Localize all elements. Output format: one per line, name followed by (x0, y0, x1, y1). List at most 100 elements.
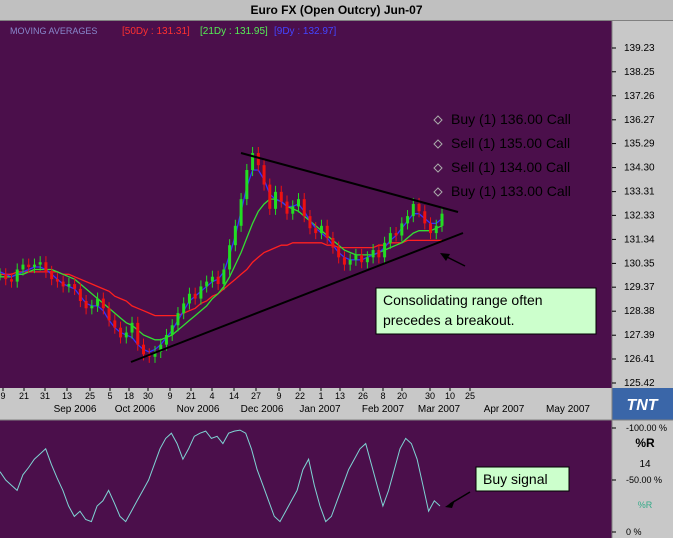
price-bar (210, 276, 214, 282)
price-tick-label: 137.26 (624, 91, 655, 102)
price-tick-label: 130.35 (624, 258, 655, 269)
price-bar (44, 262, 48, 272)
order-label: Sell (1) 134.00 Call (451, 159, 570, 175)
order-marker-icon (433, 163, 443, 173)
date-tick-label: 20 (397, 391, 407, 401)
price-tick-label: 138.25 (624, 67, 655, 78)
price-bar (285, 201, 289, 214)
price-bar (394, 233, 398, 236)
price-bar (279, 191, 283, 202)
date-tick-label: 13 (335, 391, 345, 401)
date-month-label: May 2007 (546, 404, 590, 415)
osc-axis: -100.00 % -50.00 % 0 % %R 14 %R (612, 423, 667, 537)
date-tick-label: 25 (85, 391, 95, 401)
price-bar (55, 279, 59, 282)
price-bar (0, 274, 2, 276)
price-bar (164, 334, 168, 345)
ma21-line (0, 198, 443, 341)
price-bar (32, 264, 36, 268)
price-bar (302, 199, 306, 217)
date-tick-label: 26 (358, 391, 368, 401)
price-bar (296, 199, 300, 207)
ma21-series (0, 198, 443, 341)
price-bar (325, 225, 329, 238)
price-bar (337, 247, 341, 258)
date-tick-label: 9 (0, 391, 5, 401)
price-bar (101, 298, 105, 309)
date-tick-label: 9 (167, 391, 172, 401)
price-bar (84, 301, 88, 309)
price-bar (27, 264, 31, 268)
price-bar (216, 276, 220, 285)
price-bar (124, 332, 128, 338)
price-bar (371, 250, 375, 258)
date-axis-panel (0, 388, 612, 420)
date-tick-label: 31 (40, 391, 50, 401)
date-tick-label: 21 (19, 391, 29, 401)
buy-signal-label: Buy signal (483, 471, 548, 487)
price-tick-label: 127.39 (624, 330, 655, 341)
order-label: Buy (1) 133.00 Call (451, 183, 571, 199)
price-bar (377, 250, 381, 258)
price-bar (423, 211, 427, 224)
date-tick-label: 21 (186, 391, 196, 401)
price-bar (9, 279, 13, 282)
ma50-line (0, 239, 442, 317)
price-bar (331, 237, 335, 248)
order-label: Sell (1) 135.00 Call (451, 135, 570, 151)
date-tick-label: 10 (445, 391, 455, 401)
osc-tick-label: -100.00 % (626, 423, 667, 433)
date-tick-label: 30 (425, 391, 435, 401)
price-bar (176, 313, 180, 326)
order-marker-icon (433, 115, 443, 125)
price-bar (199, 286, 203, 299)
price-bar (429, 223, 433, 234)
price-bar (434, 225, 438, 234)
price-bar (4, 274, 8, 280)
date-month-label: Dec 2006 (241, 404, 284, 415)
price-bar (400, 223, 404, 236)
price-bar (354, 254, 358, 260)
range-arrow-head-icon (440, 253, 450, 261)
price-bar (348, 259, 352, 265)
date-tick-label: 30 (143, 391, 153, 401)
osc-series-label: %R (638, 500, 653, 510)
price-bar (268, 184, 272, 209)
logo-box (612, 388, 673, 420)
order-annotations: Buy (1) 136.00 Call Sell (1) 135.00 Call S… (433, 111, 571, 199)
date-tick-label: 13 (62, 391, 72, 401)
williams-r-line (0, 429, 441, 523)
price-bar (73, 284, 77, 289)
date-month-label: Nov 2006 (177, 404, 220, 415)
range-note-box (375, 287, 597, 335)
price-bar (130, 322, 134, 333)
price-tick-label: 126.41 (624, 354, 655, 365)
chart-title: Euro FX (Open Outcry) Jun-07 (0, 0, 673, 21)
price-bar (365, 257, 369, 263)
date-month-label: Feb 2007 (362, 404, 405, 415)
price-bar (15, 269, 19, 282)
legend-ma21: [21Dy : 131.95] (200, 26, 268, 37)
date-tick-label: 22 (295, 391, 305, 401)
price-bar (159, 344, 163, 352)
date-tick-label: 8 (380, 391, 385, 401)
price-bar (233, 225, 237, 246)
price-bar (136, 322, 140, 345)
price-tick-label: 125.42 (624, 378, 655, 389)
price-bar (96, 298, 100, 306)
upper-trendline (240, 152, 459, 213)
price-bar (153, 351, 157, 357)
price-bar (21, 264, 25, 270)
price-bar (50, 271, 54, 280)
price-bar (182, 303, 186, 314)
price-bar (342, 257, 346, 265)
date-tick-label: 18 (124, 391, 134, 401)
legend-heading: MOVING AVERAGES (10, 26, 97, 36)
price-tick-label: 128.38 (624, 306, 655, 317)
order-label: Buy (1) 136.00 Call (451, 111, 571, 127)
date-tick-label: 14 (229, 391, 239, 401)
price-bar (411, 203, 415, 217)
price-bar (314, 228, 318, 234)
price-tick-label: 135.29 (624, 139, 655, 150)
